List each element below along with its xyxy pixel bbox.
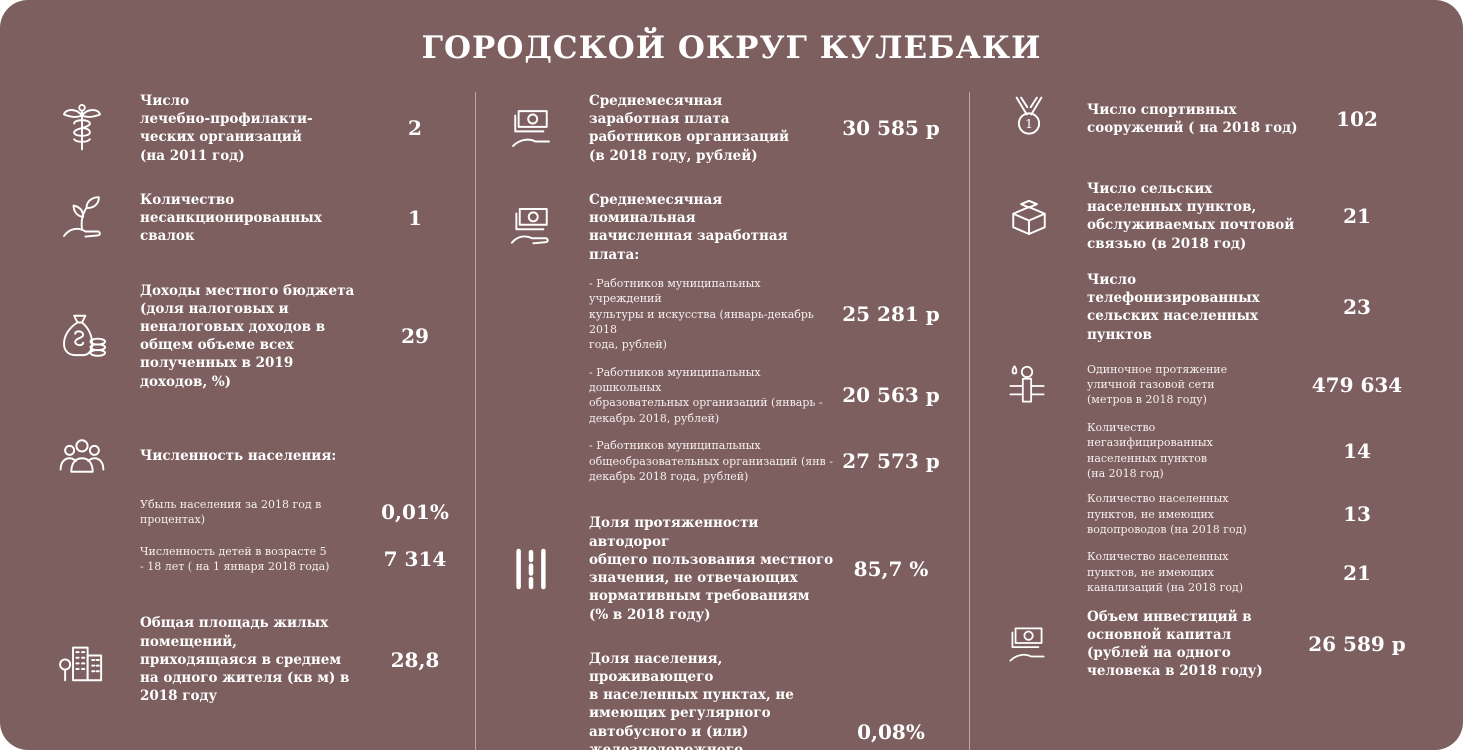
icon-cell [1002, 360, 1087, 410]
stat-value: 14 [1343, 438, 1371, 463]
stat-value: 30 585 р [842, 116, 940, 141]
substat-label: Убыль населения за 2018 год в процентах) [140, 497, 322, 527]
svg-text:1: 1 [1025, 117, 1033, 131]
stat-label: Число сельских населенных пунктов, обслу… [1087, 181, 1295, 252]
substat-school-salary: - Работников муниципальных общеобразоват… [504, 438, 947, 484]
stat-value: 21 [1343, 560, 1371, 585]
gas-pipeline-icon [1009, 365, 1045, 403]
stat-postal-settlements: Число сельских населенных пунктов, обслу… [1002, 180, 1413, 253]
icon-cell [1002, 619, 1087, 669]
stat-no-water-settlements: Количество населенных пунктов, не имеющи… [1002, 491, 1413, 537]
people-icon [59, 439, 105, 473]
stat-label: Количество несанкционированных свалок [140, 191, 322, 245]
stat-illegal-dumps: Количество несанкционированных свалок 1 [55, 191, 465, 246]
substat-value: 7 314 [383, 547, 447, 572]
stat-label: Доля населения, проживающего в населенны… [589, 650, 794, 750]
substat-value: 20 563 р [842, 383, 940, 408]
stat-investments: Объем инвестиций в основной капитал (руб… [1002, 608, 1413, 681]
stat-average-salary: Среднемесячная заработная плата работник… [504, 92, 947, 165]
icon-cell [1002, 189, 1087, 243]
column-right: 1 Число спортивных сооружений ( на 2018 … [970, 92, 1413, 750]
stat-label: Одиночное протяжение уличной газовой сет… [1087, 362, 1228, 407]
substat-value: 0,01% [381, 500, 449, 525]
icon-cell [55, 429, 140, 483]
stat-roads-share: Доля протяженности автодорог общего поль… [504, 514, 947, 623]
stat-label: Объем инвестиций в основной капитал (руб… [1087, 608, 1263, 680]
stat-label: Количество населенных пунктов, не имеющи… [1087, 492, 1247, 537]
stat-population-header: Численность населения: [55, 429, 465, 483]
substat-children-count: Численность детей в возрасте 5 - 18 лет … [55, 544, 465, 575]
stat-value: 13 [1343, 502, 1371, 527]
money-bag-icon [63, 314, 107, 357]
stat-value: 85,7 % [853, 557, 929, 582]
column-middle: Среднемесячная заработная плата работник… [475, 92, 970, 750]
page-title: ГОРОДСКОЙ ОКРУГ КУЛЕБАКИ [421, 30, 1042, 66]
icon-cell [55, 633, 140, 687]
stat-value: 479 634 [1311, 372, 1403, 397]
stat-value: 1 [408, 206, 422, 231]
stat-gas-network-length: Одиночное протяжение уличной газовой сет… [1002, 360, 1413, 410]
stat-living-area: Общая площадь жилых помещений, приходяща… [55, 614, 465, 705]
road-icon [516, 548, 546, 590]
icon-cell [504, 542, 589, 596]
icon-cell [55, 191, 140, 245]
banknotes-icon [512, 110, 550, 148]
buildings-icon [59, 646, 103, 682]
stat-label: Количество негазифицированных населенных… [1087, 420, 1213, 480]
sprout-hand-icon [63, 196, 101, 238]
stat-value: 2 [408, 116, 422, 141]
stat-label: Среднемесячная номинальная начисленная з… [589, 191, 788, 263]
stat-no-transport-share: Доля населения, проживающего в населенны… [504, 650, 947, 750]
stat-label: Доля протяженности автодорог общего поль… [589, 515, 834, 623]
substat-label: - Работников муниципальных учреждений ку… [589, 276, 814, 352]
medal-icon: 1 [1015, 96, 1043, 135]
stat-no-gas-settlements: Количество негазифицированных населенных… [1002, 420, 1413, 482]
substat-culture-salary: - Работников муниципальных учреждений ку… [504, 276, 947, 353]
column-left: Число лечебно-профилакти- ческих организ… [55, 92, 475, 750]
icon-cell [504, 101, 589, 155]
icon-cell [504, 200, 589, 254]
stat-label: Число телефонизированных сельских населе… [1087, 271, 1260, 343]
stat-label: Общая площадь жилых помещений, приходяща… [140, 615, 350, 705]
substat-label: Численность детей в возрасте 5 - 18 лет … [140, 544, 330, 574]
stat-value: 0,08% [857, 719, 925, 744]
stat-value: 26 589 р [1308, 632, 1406, 657]
columns-container: Число лечебно-профилакти- ческих организ… [0, 92, 1463, 750]
stat-value: 21 [1343, 204, 1371, 229]
banknotes-hand-icon [510, 208, 549, 245]
substat-value: 25 281 р [842, 302, 940, 327]
stat-telephone-settlements: Число телефонизированных сельских населе… [1002, 271, 1413, 344]
stat-label: Доходы местного бюджета (доля налоговых … [140, 282, 355, 390]
stat-sport-facilities: 1 Число спортивных сооружений ( на 2018 … [1002, 92, 1413, 146]
substat-preschool-salary: - Работников муниципальных дошкольных об… [504, 365, 947, 427]
stat-nominal-salary-header: Среднемесячная номинальная начисленная з… [504, 191, 947, 264]
icon-cell [55, 309, 140, 363]
stat-value: 28,8 [390, 647, 440, 672]
substat-label: - Работников муниципальных общеобразоват… [589, 439, 833, 484]
substat-label: - Работников муниципальных дошкольных об… [589, 365, 823, 425]
stat-value: 29 [401, 324, 429, 349]
stat-value: 23 [1343, 295, 1371, 320]
caduceus-icon [63, 104, 101, 151]
stat-budget-income: Доходы местного бюджета (доля налоговых … [55, 282, 465, 391]
stat-no-sewage-settlements: Количество населенных пунктов, не имеющи… [1002, 549, 1413, 595]
substat-population-decline: Убыль населения за 2018 год в процентах)… [55, 497, 465, 528]
icon-cell: 1 [1002, 92, 1087, 146]
stat-label: Число спортивных сооружений ( на 2018 го… [1087, 101, 1298, 136]
icon-cell [55, 101, 140, 155]
stat-label: Среднемесячная заработная плата работник… [589, 93, 790, 164]
parcels-icon [1012, 200, 1046, 236]
stat-medical-orgs: Число лечебно-профилакти- ческих организ… [55, 92, 465, 165]
stat-label: Количество населенных пунктов, не имеющи… [1087, 550, 1244, 595]
substat-value: 27 573 р [842, 449, 940, 474]
stat-label: Численность населения: [140, 447, 337, 464]
investment-icon [1009, 627, 1045, 662]
stat-label: Число лечебно-профилакти- ческих организ… [140, 93, 313, 164]
stat-value: 102 [1336, 107, 1378, 131]
